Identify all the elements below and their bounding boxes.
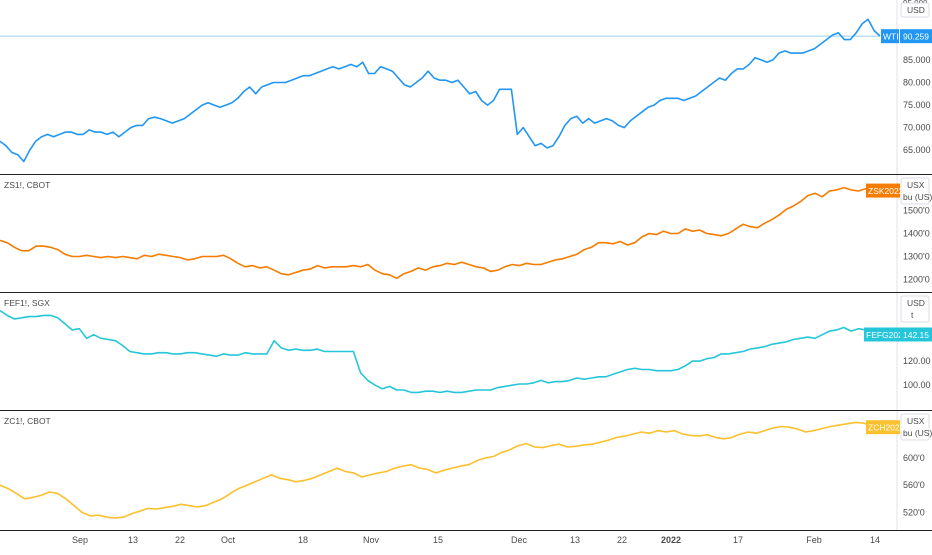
currency-label: USX — [907, 180, 925, 190]
x-tick-label: 22 — [617, 535, 627, 545]
x-tick-label: 14 — [870, 535, 880, 545]
x-tick-label: 13 — [128, 535, 138, 545]
y-tick-label: 1400'0 — [903, 229, 930, 239]
y-tick-label: 65.000 — [903, 145, 931, 155]
y-tick-label: 75.000 — [903, 100, 931, 110]
series-lines — [0, 18, 881, 519]
pane-symbol-label: FEF1!, SGX — [4, 298, 50, 308]
x-tick-label: 18 — [298, 535, 308, 545]
last-value-badge — [900, 327, 932, 342]
x-tick-label: 17 — [733, 535, 743, 545]
last-value-label: ZSK2022 — [868, 186, 904, 196]
series-name-tag — [864, 327, 900, 342]
currency-label: USX — [907, 416, 925, 426]
pane-symbol-label: ZS1!, CBOT — [4, 180, 50, 190]
last-value-label: 142.15 — [903, 330, 929, 340]
y-tick-label: 70.000 — [903, 123, 931, 133]
unit-label: bu (US) — [903, 192, 932, 202]
unit-box — [900, 413, 930, 441]
y-tick-label: 100.00 — [903, 380, 931, 390]
series-name-tag — [881, 29, 899, 44]
y-tick-label: 80.000 — [903, 77, 931, 87]
unit-label: t — [911, 310, 914, 320]
x-tick-label: 15 — [433, 535, 443, 545]
x-tick-label: 22 — [175, 535, 185, 545]
x-tick-label: Oct — [221, 535, 236, 545]
pane-symbol-label: ZC1!, CBOT — [4, 416, 51, 426]
x-tick-label: 2022 — [661, 535, 681, 545]
y-tick-label: 600'0 — [903, 453, 925, 463]
y-tick-label: 85.000 — [903, 55, 931, 65]
currency-label: USD — [907, 298, 925, 308]
last-value-label: 90.259 — [903, 32, 929, 42]
y-tick-label: 120.00 — [903, 356, 931, 366]
series-name-tag-text: FEFG2022 — [866, 330, 908, 340]
x-tick-label: Feb — [806, 535, 822, 545]
currency-label: USD — [907, 5, 925, 15]
last-value-badge — [866, 183, 900, 198]
series-line-soybeans — [0, 186, 881, 280]
x-tick-label: Sep — [72, 535, 88, 545]
unit-box — [900, 177, 930, 205]
unit-label: bu (US) — [903, 428, 932, 438]
last-value-badge — [900, 29, 932, 44]
y-tick-label: 1200'0 — [903, 274, 930, 284]
y-tick-label: 1300'0 — [903, 251, 930, 261]
series-name-tag-text: WTI — [883, 32, 899, 42]
y-tick-label: 560'0 — [903, 480, 925, 490]
axis-labels: 85.00080.00075.00070.00065.00095.000USDW… — [4, 0, 932, 545]
y-tick-label: 520'0 — [903, 507, 925, 517]
unit-box — [900, 2, 930, 18]
x-tick-label: Nov — [363, 535, 380, 545]
y-tick-label: 1500'0 — [903, 206, 930, 216]
unit-box — [900, 295, 930, 323]
x-tick-label: Dec — [511, 535, 528, 545]
series-line-wti — [0, 18, 881, 163]
series-line-corn — [0, 421, 881, 519]
last-value-label: ZCH2022 — [868, 423, 905, 433]
x-tick-label: 13 — [570, 535, 580, 545]
pane-separators — [0, 0, 932, 531]
last-value-badge — [866, 420, 900, 435]
series-line-iron_ore — [0, 309, 881, 394]
